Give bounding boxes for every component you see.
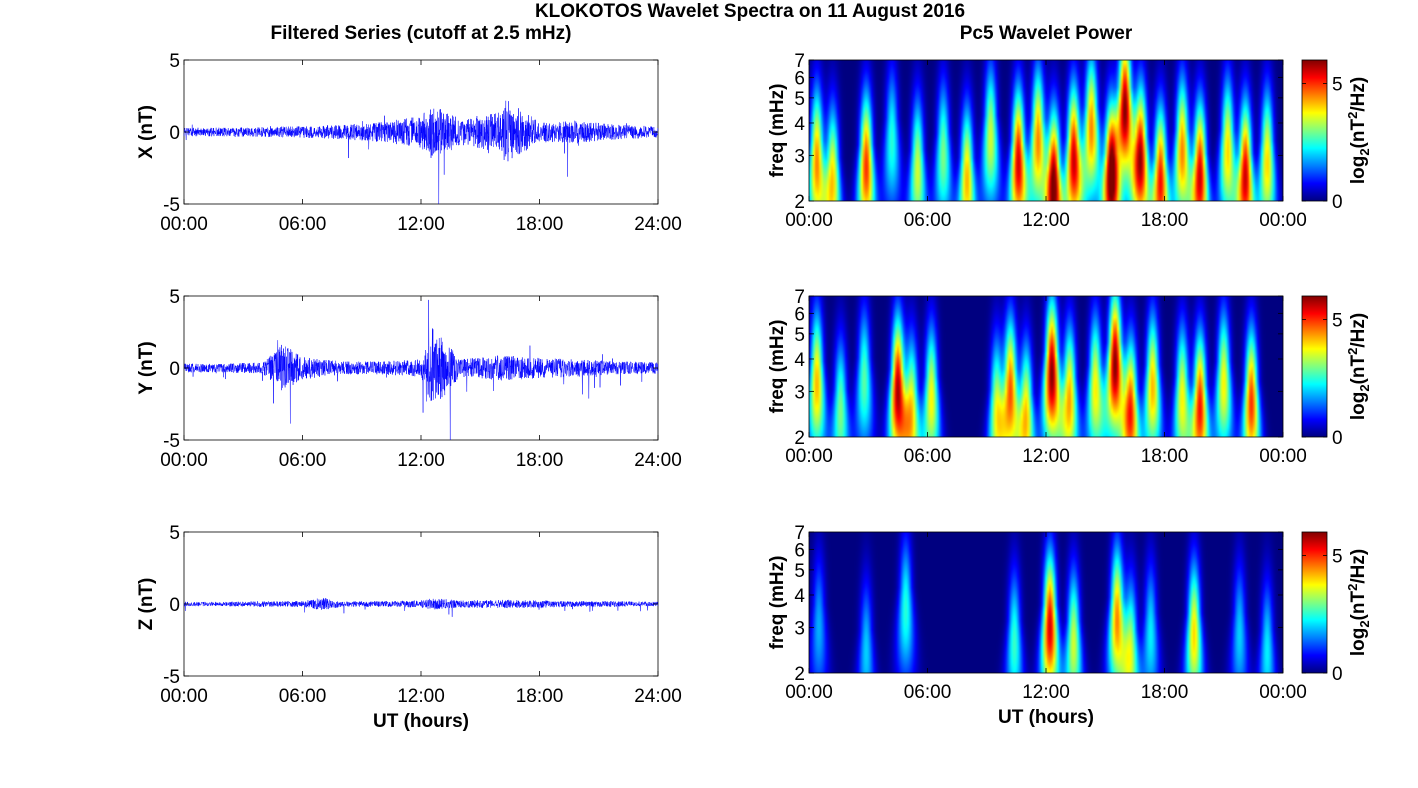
- y-axis-label: X (nT): [136, 105, 157, 159]
- y-tick-label: 0: [169, 123, 180, 144]
- colorbar-tick-label: 0: [1332, 664, 1343, 685]
- x-tick-label: 24:00: [634, 686, 682, 707]
- x-tick-label: 00:00: [1259, 446, 1307, 467]
- x-tick-label: 12:00: [1022, 210, 1070, 231]
- x-tick-label: 18:00: [516, 450, 564, 471]
- x-tick-label: 12:00: [397, 450, 445, 471]
- right-column-title: Pc5 Wavelet Power: [960, 23, 1133, 44]
- y-tick-label: 6: [794, 304, 805, 325]
- y-tick-label: 5: [794, 89, 805, 110]
- y-axis-label: Y (nT): [136, 341, 157, 394]
- y-tick-label: 3: [794, 146, 805, 167]
- colorbar-tick-label: 5: [1332, 547, 1343, 568]
- x-tick-label: 00:00: [785, 210, 833, 231]
- x-axis-label: UT (hours): [373, 711, 469, 732]
- x-tick-label: 24:00: [634, 450, 682, 471]
- heatmap-image: [809, 532, 1283, 673]
- series-line: [183, 100, 659, 205]
- x-tick-label: 18:00: [1141, 682, 1189, 703]
- x-tick-label: 06:00: [279, 686, 327, 707]
- y-axis-label: freq (mHz): [767, 320, 788, 414]
- colorbar-tick-label: 0: [1332, 428, 1343, 449]
- x-tick-label: 12:00: [397, 214, 445, 235]
- x-tick-label: 18:00: [1141, 446, 1189, 467]
- series-panel-x: 5 0 -500:00 06:00 12:00 18:00 24:00 X (nT): [136, 51, 682, 235]
- y-tick-label: 0: [169, 595, 180, 616]
- y-tick-label: 0: [169, 359, 180, 380]
- x-tick-label: 00:00: [785, 446, 833, 467]
- x-tick-label: 12:00: [397, 686, 445, 707]
- series-panel-z: 5 0 -500:00 06:00 12:00 18:00 24:00 Z (nT) UT (h…: [136, 523, 682, 732]
- y-tick-label: -5: [163, 431, 180, 452]
- y-tick-label: -5: [163, 667, 180, 688]
- y-tick-label: 3: [794, 382, 805, 403]
- y-tick-label: 7: [794, 287, 805, 308]
- series-line: [183, 597, 659, 617]
- x-tick-label: 12:00: [1022, 682, 1070, 703]
- y-tick-label: 2: [794, 192, 805, 213]
- y-tick-label: -5: [163, 195, 180, 216]
- x-tick-label: 18:00: [1141, 210, 1189, 231]
- colorbar-label: log2(nT2/Hz): [1345, 549, 1372, 656]
- y-tick-label: 3: [794, 618, 805, 639]
- y-tick-label: 5: [794, 325, 805, 346]
- left-column-title: Filtered Series (cutoff at 2.5 mHz): [271, 23, 572, 44]
- y-tick-label: 2: [794, 428, 805, 449]
- x-tick-label: 06:00: [904, 446, 952, 467]
- x-tick-label: 00:00: [1259, 210, 1307, 231]
- y-tick-label: 4: [794, 114, 805, 135]
- x-tick-label: 06:00: [279, 214, 327, 235]
- x-tick-label: 12:00: [1022, 446, 1070, 467]
- y-tick-label: 5: [794, 561, 805, 582]
- y-axis-label: freq (mHz): [767, 84, 788, 178]
- x-tick-label: 18:00: [516, 214, 564, 235]
- y-tick-label: 5: [169, 523, 180, 544]
- series-panel-y: 5 0 -500:00 06:00 12:00 18:00 24:00 Y (nT): [136, 287, 682, 471]
- y-tick-label: 7: [794, 51, 805, 72]
- y-tick-label: 5: [169, 287, 180, 308]
- y-tick-label: 4: [794, 586, 805, 607]
- figure-title: KLOKOTOS Wavelet Spectra on 11 August 20…: [535, 1, 965, 22]
- x-tick-label: 00:00: [785, 682, 833, 703]
- x-tick-label: 00:00: [1259, 682, 1307, 703]
- colorbar-label: log2(nT2/Hz): [1345, 313, 1372, 420]
- y-tick-label: 5: [169, 51, 180, 72]
- y-axis-label: Z (nT): [136, 578, 157, 631]
- y-tick-label: 2: [794, 664, 805, 685]
- x-tick-label: 06:00: [904, 682, 952, 703]
- y-tick-label: 6: [794, 68, 805, 89]
- x-tick-label: 06:00: [904, 210, 952, 231]
- colorbar-tick-label: 5: [1332, 311, 1343, 332]
- colorbar-scale: [1301, 295, 1328, 438]
- heatmap-image: [809, 296, 1283, 437]
- x-tick-label: 06:00: [279, 450, 327, 471]
- series-line: [183, 299, 659, 441]
- colorbar-tick-label: 5: [1332, 75, 1343, 96]
- colorbar-tick-label: 0: [1332, 192, 1343, 213]
- colorbar-scale: [1301, 531, 1328, 674]
- colorbar-scale: [1301, 59, 1328, 202]
- x-axis-label: UT (hours): [998, 707, 1094, 728]
- x-tick-label: 00:00: [160, 214, 208, 235]
- x-tick-label: 00:00: [160, 450, 208, 471]
- y-tick-label: 6: [794, 540, 805, 561]
- y-axis-label: freq (mHz): [767, 556, 788, 650]
- colorbar-label: log2(nT2/Hz): [1345, 77, 1372, 184]
- y-tick-label: 4: [794, 350, 805, 371]
- y-tick-label: 7: [794, 523, 805, 544]
- x-tick-label: 18:00: [516, 686, 564, 707]
- heatmap-image: [809, 60, 1283, 201]
- x-tick-label: 00:00: [160, 686, 208, 707]
- x-tick-label: 24:00: [634, 214, 682, 235]
